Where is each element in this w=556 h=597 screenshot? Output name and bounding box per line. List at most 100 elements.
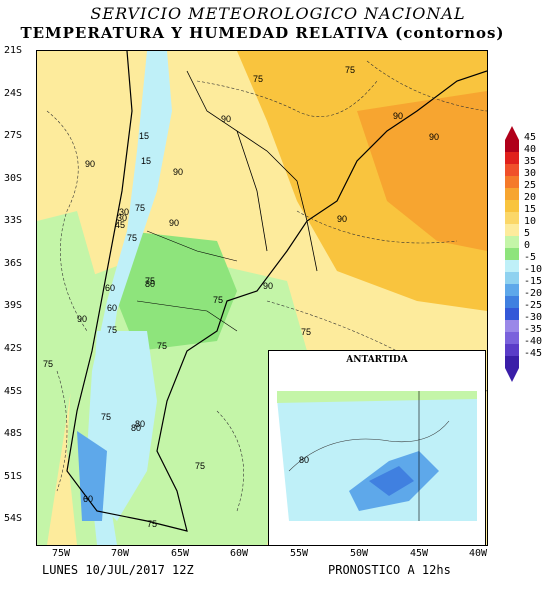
lat-label: 54S [4,513,23,524]
inset-title: ANTARTIDA [346,355,408,365]
colorbar-segment [505,344,519,356]
inset-green-strip [277,391,477,403]
contour-label: 90 [85,159,95,169]
contour-label: 75 [43,359,53,369]
run-date: LUNES 10/JUL/2017 12Z [42,563,194,577]
contour-label: 80 [145,279,155,289]
lat-label: 24S [4,88,23,99]
contour-label: 90 [337,214,347,224]
patagonia-colder [77,431,107,521]
inset-contour [288,420,450,472]
map-panel: 75 75 90 90 90 15 90 90 30 75 90 90 45 7… [36,50,488,546]
contour-label: 30 [117,213,127,223]
lon-label: 65W [171,548,190,559]
colorbar-label: -5 [524,252,537,263]
contour-label: 75 [157,341,167,351]
contour-label: 60 [107,303,117,313]
colorbar-label: 5 [524,228,531,239]
lat-label: 48S [4,428,23,439]
contour-label-group: 75 75 90 90 90 15 90 90 30 75 90 90 45 7… [43,65,439,529]
lat-label: 36S [4,258,23,269]
inset-peninsula-core [369,466,414,496]
contour-label: 30 [119,207,129,217]
contour-label: 75 [195,461,205,471]
colorbar-segment [505,332,519,344]
lat-label: 27S [4,130,23,141]
contour-label: 75 [127,233,137,243]
colorbar-label: 0 [524,240,531,251]
central-green [117,231,237,351]
colorbar-label: 20 [524,192,537,203]
lon-label: 60W [230,548,249,559]
map-title: TEMPERATURA Y HUMEDAD RELATIVA (contorno… [20,24,505,42]
contour-label: 15 [139,131,149,141]
colorbar-segment [505,236,519,248]
colorbar-segment [505,308,519,320]
lon-label: 70W [111,548,130,559]
contour-label: 90 [393,111,403,121]
contour-label: 75 [213,295,223,305]
contour-label: 15 [141,156,151,166]
inset-cold-region [277,391,477,521]
coastline [66,51,487,532]
colorbar-segment [505,212,519,224]
colorbar-label: -40 [524,336,543,347]
contour-label: 60 [83,494,93,504]
colorbar-label: 45 [524,132,537,143]
contour-label: 90 [77,314,87,324]
forecast-map: 75 75 90 90 90 15 90 90 30 75 90 90 45 7… [37,51,487,545]
contour-label: 90 [169,218,179,228]
contour-label: 80 [135,419,145,429]
colorbar-segment [505,296,519,308]
colorbar-label: -35 [524,324,543,335]
lon-label: 75W [52,548,71,559]
contour-label: 75 [101,412,111,422]
lat-label: 39S [4,300,23,311]
contour-label: 75 [145,276,155,286]
contour-label: 75 [301,327,311,337]
colorbar-segment [505,224,519,236]
colorbar-segment [505,248,519,260]
colorbar-label: -15 [524,276,543,287]
service-title: SERVICIO METEOROLOGICO NACIONAL [90,4,466,23]
andes-cold [87,51,172,545]
border-line [186,70,318,272]
lat-label: 51S [4,471,23,482]
contour-label: 90 [429,132,439,142]
contour-label: 80 [131,423,141,433]
temperature-colorbar [505,126,519,382]
contour-label: 90 [221,114,231,124]
colorbar-top-arrow [505,126,519,140]
colorbar-segment [505,356,519,368]
lat-label: 33S [4,215,23,226]
colorbar-segment [505,200,519,212]
lon-label: 55W [290,548,309,559]
colorbar-label: 10 [524,216,537,227]
antarctica-inset: ANTARTIDA 80 [268,350,486,546]
colorbar-segment [505,140,519,152]
colorbar-segment [505,152,519,164]
contour-label: 75 [345,65,355,75]
colorbar-label: 15 [524,204,537,215]
inset-map: 80 [277,391,477,521]
lat-label: 21S [4,45,23,56]
colorbar-segment [505,260,519,272]
contour-label: 75 [107,325,117,335]
colorbar-label: 35 [524,156,537,167]
contour-label: 75 [147,519,157,529]
inset-contour-label: 80 [299,455,309,465]
colorbar-label: 40 [524,144,537,155]
colorbar-label: 25 [524,180,537,191]
contour-label: 60 [105,283,115,293]
colorbar-segment [505,176,519,188]
warmer-region [357,91,487,251]
colorbar-segment [505,272,519,284]
forecast-lead: PRONOSTICO A 12hs [328,563,451,577]
contour-label: 75 [253,74,263,84]
lon-label: 50W [350,548,369,559]
colorbar-segment [505,164,519,176]
colorbar-label: -30 [524,312,543,323]
colorbar-label: -20 [524,288,543,299]
contour-label: 90 [173,167,183,177]
colorbar-label: -45 [524,348,543,359]
